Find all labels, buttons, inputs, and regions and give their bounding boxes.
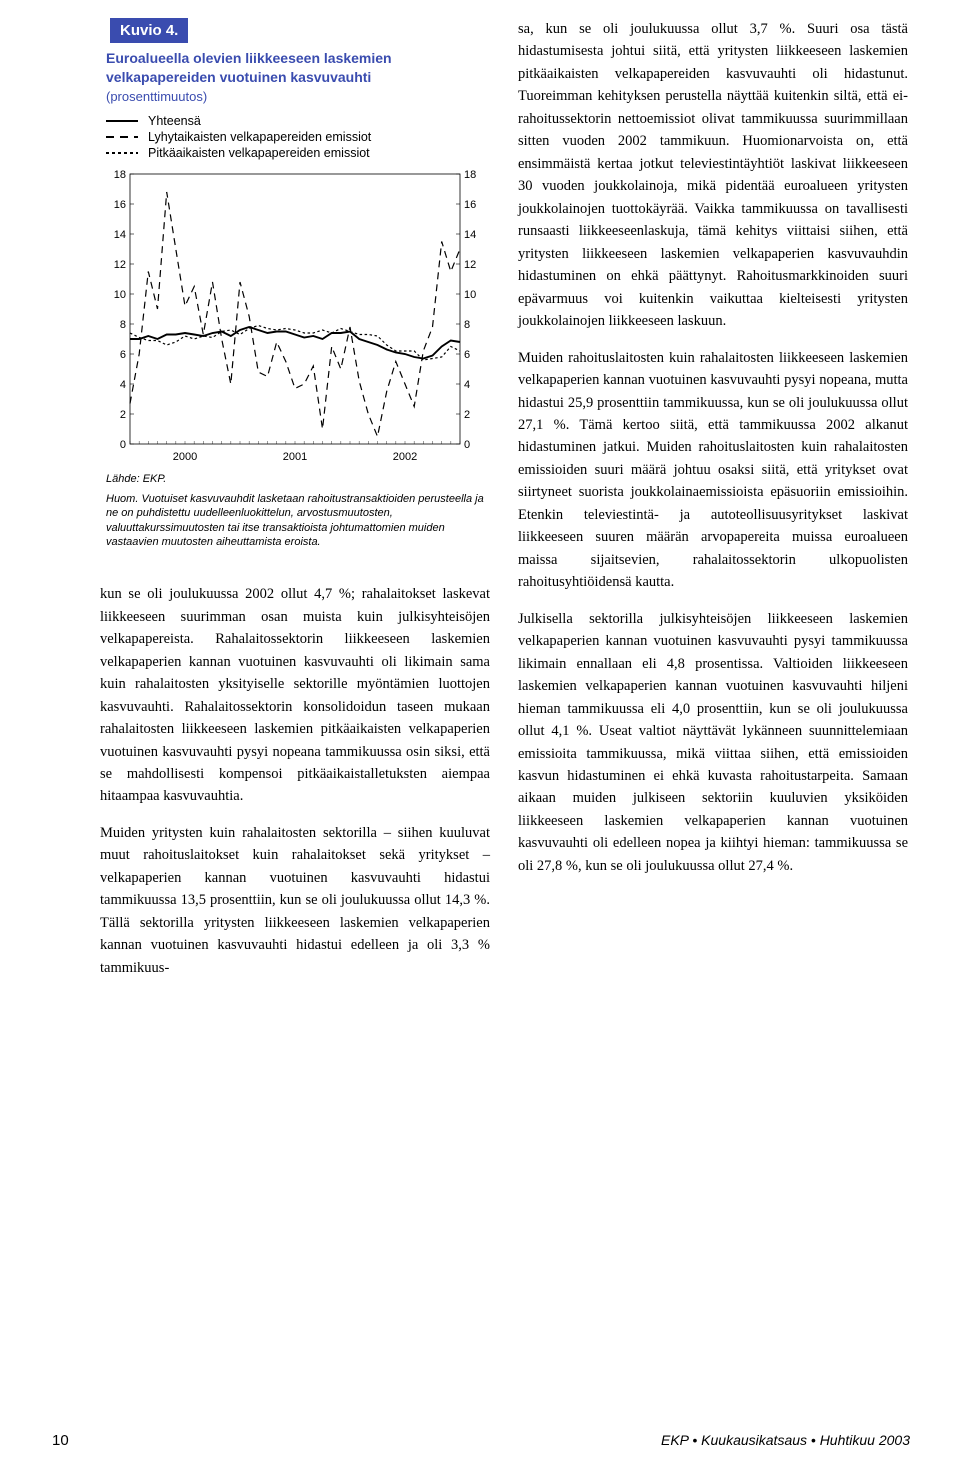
page-footer: 10 EKP • Kuukausikatsaus • Huhtikuu 2003 [52,1432,910,1449]
chart-unit: (prosenttimuutos) [100,89,490,104]
chart-title: Euroalueella olevien liikkeeseen laskemi… [100,49,490,87]
svg-text:12: 12 [464,259,476,271]
svg-text:16: 16 [114,199,126,211]
legend-label-total: Yhteensä [148,114,201,128]
svg-text:8: 8 [120,319,126,331]
paragraph: sa, kun se oli joulukuussa ollut 3,7 %. … [518,18,908,333]
svg-text:4: 4 [120,379,126,391]
paragraph: kun se oli joulukuussa 2002 ollut 4,7 %;… [100,583,490,808]
svg-text:0: 0 [120,439,126,451]
svg-text:10: 10 [464,289,476,301]
paragraph: Muiden rahoituslaitosten kuin rahalaitos… [518,347,908,594]
legend-swatch-total [106,120,138,122]
svg-text:4: 4 [464,379,470,391]
svg-text:6: 6 [464,349,470,361]
svg-text:14: 14 [114,229,126,241]
svg-text:18: 18 [464,169,476,181]
legend-label-long: Pitkäaikaisten velkapapereiden emissiot [148,146,370,160]
svg-text:6: 6 [120,349,126,361]
footer-publication: EKP • Kuukausikatsaus • Huhtikuu 2003 [661,1432,910,1449]
paragraph: Julkisella sektorilla julkisyhteisöjen l… [518,608,908,878]
paragraph: Muiden yritysten kuin rahalaitosten sekt… [100,822,490,979]
svg-text:2: 2 [464,409,470,421]
svg-text:2: 2 [120,409,126,421]
chart-source-line: Lähde: EKP. [100,472,490,486]
left-column-text: kun se oli joulukuussa 2002 ollut 4,7 %;… [100,583,490,979]
legend-label-short: Lyhytaikaisten velkapapereiden emissiot [148,130,371,144]
chart-box-title: Kuvio 4. [110,18,188,43]
chart-plot: 0 0 2 2 4 4 6 6 8 8 10 10 12 12 14 14 16 16 18 18 2000 2001 20… [106,166,484,466]
svg-text:14: 14 [464,229,476,241]
svg-text:2000: 2000 [173,451,197,463]
svg-text:8: 8 [464,319,470,331]
svg-text:2002: 2002 [393,451,417,463]
svg-text:2001: 2001 [283,451,307,463]
svg-text:10: 10 [114,289,126,301]
chart-legend: Yhteensä Lyhytaikaisten velkapapereiden … [106,114,484,160]
legend-swatch-long [106,152,138,154]
svg-text:12: 12 [114,259,126,271]
svg-text:0: 0 [464,439,470,451]
right-column-text: sa, kun se oli joulukuussa ollut 3,7 %. … [518,18,908,877]
svg-text:18: 18 [114,169,126,181]
chart-box: Kuvio 4. Euroalueella olevien liikkeesee… [100,18,490,549]
chart-note: Huom. Vuotuiset kasvuvauhdit lasketaan r… [100,492,490,549]
legend-swatch-short [106,136,138,138]
svg-text:16: 16 [464,199,476,211]
page-number: 10 [52,1432,69,1449]
